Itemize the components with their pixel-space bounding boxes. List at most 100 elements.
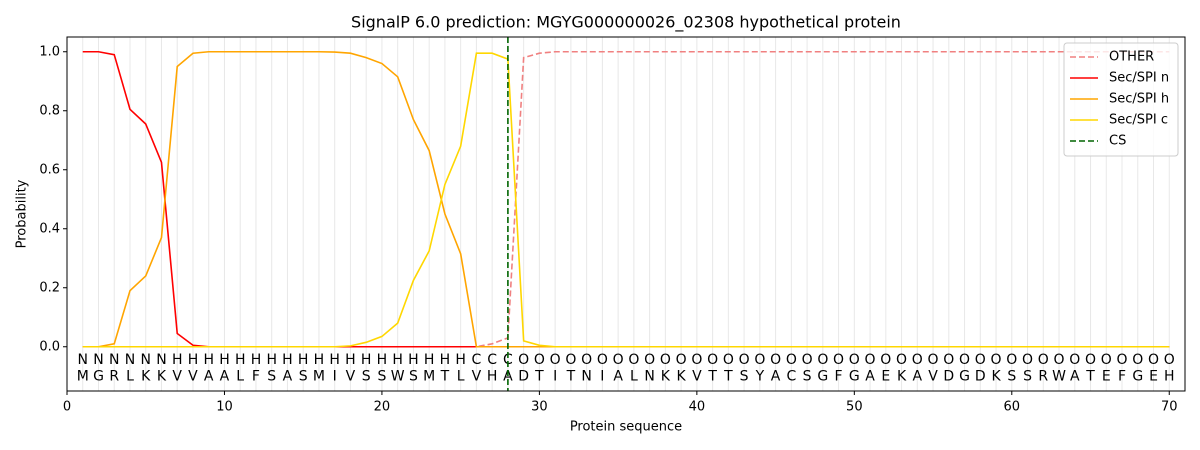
region-label: H: [424, 352, 435, 368]
residue: N: [644, 368, 654, 384]
residue: N: [581, 368, 591, 384]
residue: K: [897, 368, 907, 384]
residue: G: [959, 368, 970, 384]
residue: D: [975, 368, 986, 384]
region-label: N: [78, 352, 88, 368]
x-tick-label: 30: [531, 400, 548, 415]
region-label: O: [660, 352, 671, 368]
region-label: O: [880, 352, 891, 368]
residue: E: [1149, 368, 1158, 384]
residue: E: [1102, 368, 1111, 384]
residue: K: [141, 368, 151, 384]
residue: T: [566, 368, 576, 384]
region-label: H: [266, 352, 277, 368]
region-label: O: [1069, 352, 1080, 368]
region-label: H: [235, 352, 246, 368]
plot-frame: [66, 36, 1186, 392]
x-tick-label: 60: [1004, 400, 1021, 415]
legend-label: Sec/SPI h: [1109, 92, 1169, 107]
residue: S: [267, 368, 276, 384]
residue: H: [1164, 368, 1175, 384]
residue: A: [913, 368, 923, 384]
residue: L: [236, 368, 244, 384]
residue: Y: [755, 368, 765, 384]
legend-label: OTHER: [1109, 50, 1154, 65]
legend-label: CS: [1109, 134, 1126, 149]
y-tick-label: 0.2: [39, 280, 60, 295]
y-tick-label: 0.6: [39, 162, 60, 177]
region-label: H: [329, 352, 340, 368]
residue: M: [423, 368, 435, 384]
region-label: H: [377, 352, 388, 368]
residue: F: [1118, 368, 1126, 384]
residue: V: [928, 368, 938, 384]
y-axis-label: Probability: [15, 179, 30, 248]
region-label: H: [361, 352, 372, 368]
residue: A: [771, 368, 781, 384]
region-label: O: [534, 352, 545, 368]
residue: D: [943, 368, 954, 384]
region-label: O: [959, 352, 970, 368]
residue: G: [849, 368, 860, 384]
residue: R: [1038, 368, 1048, 384]
region-label: O: [754, 352, 765, 368]
residue: T: [1085, 368, 1095, 384]
residue: S: [299, 368, 308, 384]
region-label: O: [865, 352, 876, 368]
residue: V: [692, 368, 702, 384]
region-label: O: [1006, 352, 1017, 368]
residue: A: [220, 368, 230, 384]
residue: W: [1052, 368, 1066, 384]
region-label: O: [833, 352, 844, 368]
region-label: O: [912, 352, 923, 368]
residue: L: [457, 368, 465, 384]
y-tick-label: 1.0: [39, 44, 60, 59]
region-label: O: [676, 352, 687, 368]
residue: H: [487, 368, 498, 384]
x-tick-label: 40: [689, 400, 706, 415]
residue: V: [346, 368, 356, 384]
region-label: H: [251, 352, 262, 368]
residue: G: [93, 368, 104, 384]
residue: R: [109, 368, 119, 384]
legend-label: Sec/SPI n: [1109, 71, 1169, 86]
residue: S: [1023, 368, 1032, 384]
region-label: H: [282, 352, 293, 368]
region-label: O: [817, 352, 828, 368]
region-label: H: [172, 352, 183, 368]
region-label: O: [928, 352, 939, 368]
y-tick-label: 0.8: [39, 103, 60, 118]
y-tick-label: 0.0: [39, 339, 60, 354]
residue: V: [172, 368, 182, 384]
residue: T: [707, 368, 717, 384]
region-label: O: [581, 352, 592, 368]
region-label: O: [628, 352, 639, 368]
region-label: O: [644, 352, 655, 368]
region-label: O: [723, 352, 734, 368]
residue: A: [865, 368, 875, 384]
region-label: H: [219, 352, 230, 368]
residue: A: [283, 368, 293, 384]
region-label: N: [109, 352, 119, 368]
region-label: H: [188, 352, 199, 368]
region-label: O: [613, 352, 624, 368]
region-label: O: [1132, 352, 1143, 368]
x-tick-label: 20: [374, 400, 391, 415]
region-label: C: [487, 352, 497, 368]
region-label: H: [408, 352, 419, 368]
residue: K: [677, 368, 687, 384]
region-label: H: [440, 352, 451, 368]
region-label: O: [550, 352, 561, 368]
residue: S: [740, 368, 749, 384]
residue: S: [377, 368, 386, 384]
legend-box: [1063, 42, 1179, 157]
x-tick-label: 70: [1161, 400, 1178, 415]
residue: S: [362, 368, 371, 384]
x-axis-label: Protein sequence: [570, 420, 682, 435]
region-label: O: [597, 352, 608, 368]
residue: A: [204, 368, 214, 384]
region-label: O: [1101, 352, 1112, 368]
region-label: O: [849, 352, 860, 368]
region-label: C: [472, 352, 482, 368]
region-label: N: [140, 352, 150, 368]
